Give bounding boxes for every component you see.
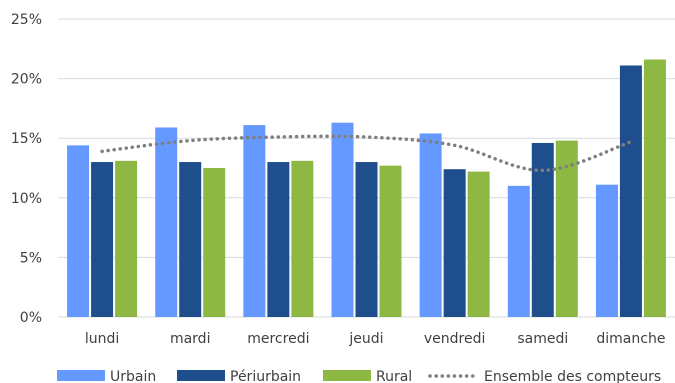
x-category-label: mercredi (247, 331, 309, 347)
series-rural (115, 59, 666, 317)
bar (595, 184, 618, 317)
y-tick-label: 15% (11, 131, 42, 147)
bar (467, 171, 490, 317)
bar (155, 127, 178, 317)
legend-swatch (177, 370, 225, 381)
bar (331, 122, 354, 317)
bar (267, 162, 290, 317)
bar (379, 165, 402, 317)
x-category-label: vendredi (424, 331, 486, 347)
series-urbain (67, 122, 618, 317)
y-tick-label: 20% (11, 72, 42, 88)
bar (443, 169, 466, 317)
x-category-label: lundi (85, 331, 119, 347)
y-axis-tick-labels: 0% 5% 10% 15% 20% 25% (11, 12, 42, 326)
y-tick-label: 10% (11, 191, 42, 207)
x-category-label: samedi (517, 331, 568, 347)
bar (91, 162, 114, 317)
bar (67, 145, 90, 317)
legend-item: Ensemble des compteurs (428, 369, 661, 383)
y-tick-label: 0% (20, 310, 42, 326)
legend-swatch (323, 370, 371, 381)
x-category-label: mardi (170, 331, 211, 347)
bar (179, 162, 202, 317)
bar (203, 168, 226, 317)
bar (419, 133, 442, 317)
legend-item: Périurbain (177, 369, 301, 383)
bar (555, 140, 578, 317)
bar (355, 162, 378, 317)
bar (507, 185, 530, 317)
bar (291, 160, 314, 317)
legend-label: Urbain (110, 369, 156, 383)
y-tick-label: 25% (11, 12, 42, 28)
series-line-ensemble (100, 134, 633, 173)
legend: Urbain Périurbain Rural Ensemble des compte… (57, 369, 661, 383)
bar (619, 65, 642, 317)
legend-label: Rural (376, 369, 412, 383)
bar-series (67, 59, 666, 317)
bar (243, 125, 266, 317)
legend-item: Urbain (57, 369, 156, 383)
y-tick-label: 5% (20, 250, 42, 266)
x-category-label: dimanche (596, 331, 665, 347)
legend-label: Ensemble des compteurs (484, 369, 661, 383)
legend-swatch (57, 370, 105, 381)
line-series (100, 134, 633, 173)
bar (531, 142, 554, 317)
x-category-label: jeudi (348, 331, 383, 347)
series-périurbain (91, 65, 642, 317)
bar (643, 59, 666, 317)
legend-label: Périurbain (230, 369, 301, 383)
x-axis-category-labels: lundi mardi mercredi jeudi vendredi samedi dim… (85, 331, 666, 347)
legend-item: Rural (323, 369, 412, 383)
bar (115, 160, 138, 317)
